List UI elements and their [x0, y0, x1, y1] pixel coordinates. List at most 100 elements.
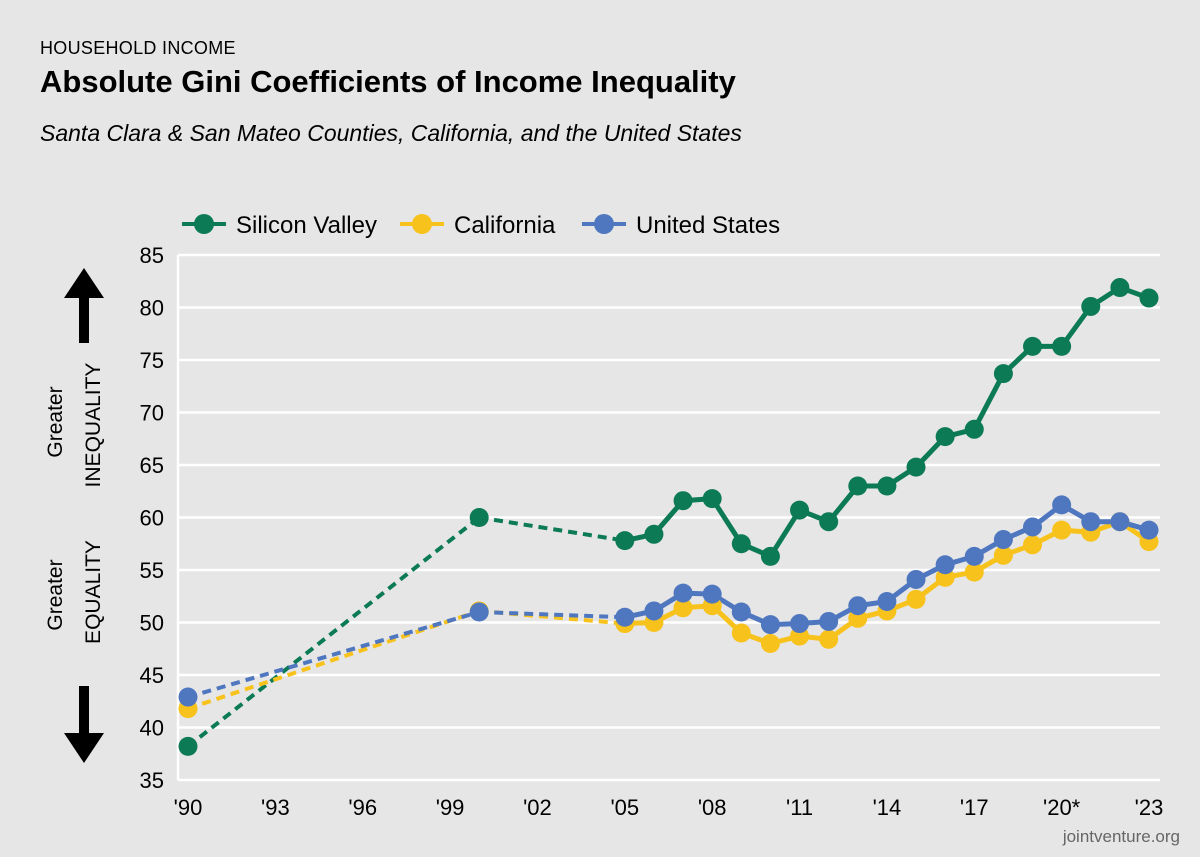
- y-tick-label: 75: [140, 348, 164, 373]
- data-point: [993, 530, 1013, 550]
- data-point: [906, 457, 926, 477]
- y-tick-label: 55: [140, 558, 164, 583]
- data-point: [935, 555, 955, 575]
- data-point: [935, 427, 955, 447]
- x-tick-label: '08: [698, 795, 727, 820]
- data-point: [819, 611, 839, 631]
- y-tick-label: 85: [140, 243, 164, 268]
- series-line-dashed: [479, 610, 625, 620]
- data-point: [1081, 296, 1101, 316]
- data-point: [1052, 336, 1072, 356]
- up-arrow-icon: [64, 268, 104, 343]
- x-tick-label: '93: [261, 795, 290, 820]
- chart-eyebrow: HOUSEHOLD INCOME: [40, 38, 236, 58]
- series-line-dashed: [186, 515, 481, 748]
- side-label-top-1: Greater: [44, 386, 67, 457]
- series-line: [624, 285, 1150, 559]
- data-point: [1023, 517, 1043, 537]
- y-tick-label: 70: [140, 401, 164, 426]
- series-line: [624, 519, 1151, 646]
- y-tick-label: 40: [140, 716, 164, 741]
- data-point: [790, 500, 810, 520]
- data-point: [964, 419, 984, 439]
- data-point: [615, 531, 635, 551]
- y-tick-label: 60: [140, 506, 164, 531]
- legend: Silicon Valley California United States: [182, 212, 780, 239]
- series-line-dashed: [187, 610, 480, 699]
- data-point: [790, 614, 810, 634]
- x-tick-label: '20*: [1043, 795, 1081, 820]
- data-point: [760, 634, 780, 653]
- down-arrow-icon: [64, 686, 104, 763]
- inequality-annotation: Greater INEQUALITY: [44, 268, 105, 487]
- series-points: [178, 278, 1159, 756]
- data-point: [1052, 520, 1072, 540]
- x-tick-label: '90: [174, 795, 203, 820]
- side-label-top-2: INEQUALITY: [82, 363, 105, 488]
- data-point: [877, 592, 897, 611]
- legend-marker: [194, 214, 214, 234]
- x-tick-label: '14: [873, 795, 902, 820]
- x-tick-label: '02: [523, 795, 552, 820]
- equality-annotation: Greater EQUALITY: [44, 540, 105, 763]
- chart-title: Absolute Gini Coefficients of Income Ine…: [40, 64, 736, 99]
- data-point: [702, 489, 722, 509]
- x-tick-label: '99: [436, 795, 465, 820]
- data-point: [877, 476, 897, 496]
- data-point: [819, 512, 839, 532]
- legend-label: United States: [636, 212, 780, 239]
- data-point: [906, 589, 926, 609]
- data-point: [673, 598, 693, 618]
- data-point: [644, 601, 664, 621]
- data-point: [760, 615, 780, 635]
- side-label-bottom-2: EQUALITY: [82, 540, 105, 644]
- data-point: [993, 545, 1013, 565]
- data-point: [731, 602, 751, 622]
- series-line-dashed: [187, 609, 480, 711]
- x-tick-label: '11: [786, 795, 813, 820]
- x-tick-label: '17: [960, 795, 989, 820]
- data-point: [848, 476, 868, 496]
- x-tick-label: '23: [1135, 795, 1164, 820]
- legend-label: California: [454, 212, 556, 239]
- data-point: [1023, 336, 1043, 356]
- data-point: [702, 584, 722, 604]
- y-tick-label: 65: [140, 453, 164, 478]
- source-credit: jointventure.org: [1062, 827, 1180, 846]
- y-tick-label: 50: [140, 611, 164, 636]
- x-axis: '90 '93 '96 '99 '02 '05 '08 '11 '14 '17 '20* '23: [174, 795, 1164, 820]
- data-point: [819, 629, 839, 649]
- y-tick-label: 80: [140, 296, 164, 321]
- y-tick-label: 35: [140, 768, 164, 793]
- series-line-dashed: [479, 608, 625, 626]
- data-point: [673, 491, 693, 511]
- y-tick-label: 45: [140, 663, 164, 688]
- data-point: [178, 687, 198, 707]
- side-label-bottom-1: Greater: [44, 559, 67, 630]
- data-point: [1023, 535, 1043, 555]
- y-axis: 35 40 45 50 55 60 65 70 75 80 85: [140, 243, 164, 793]
- data-point: [615, 607, 635, 627]
- legend-marker: [594, 214, 614, 234]
- data-point: [673, 583, 693, 603]
- legend-label: Silicon Valley: [236, 212, 377, 239]
- chart-subtitle: Santa Clara & San Mateo Counties, Califo…: [40, 120, 742, 146]
- gridlines: [176, 253, 1160, 782]
- data-point: [1110, 278, 1130, 298]
- data-point: [469, 602, 489, 622]
- data-point: [1110, 512, 1130, 532]
- data-point: [731, 534, 751, 554]
- data-point: [469, 508, 489, 527]
- data-point: [848, 596, 868, 616]
- data-point: [993, 364, 1013, 384]
- x-tick-label: '96: [348, 795, 377, 820]
- series-line-dashed: [478, 515, 626, 543]
- data-point: [1052, 495, 1072, 515]
- data-point: [1139, 288, 1159, 308]
- data-point: [760, 546, 780, 566]
- data-point: [731, 623, 751, 643]
- data-point: [964, 562, 984, 582]
- x-tick-label: '05: [610, 795, 639, 820]
- data-point: [964, 546, 984, 566]
